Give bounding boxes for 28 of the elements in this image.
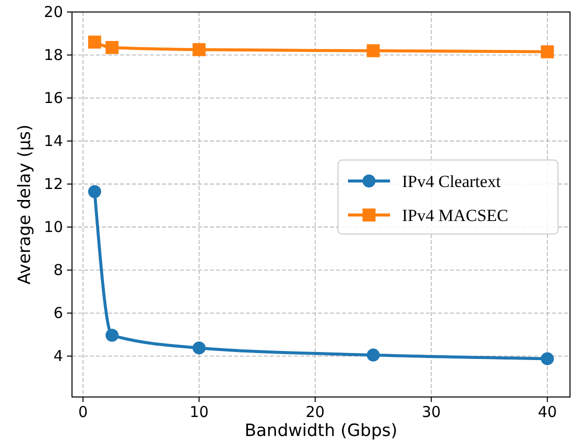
y-tick-label: 6 (53, 304, 63, 322)
y-tick-label: 18 (44, 46, 63, 64)
point (366, 44, 380, 58)
y-tick-label: 12 (44, 175, 63, 194)
point (106, 328, 119, 342)
y-tick-label: 8 (53, 261, 63, 280)
y-tick-label: 10 (44, 218, 63, 236)
x-tick-label: 10 (190, 403, 209, 421)
y-tick-label: 4 (53, 347, 63, 366)
point (192, 341, 206, 354)
y-tick-label: 16 (44, 89, 63, 108)
point (192, 43, 206, 56)
point (540, 352, 554, 366)
x-tick-label: 30 (422, 403, 441, 421)
x-tick-label: 0 (78, 403, 88, 421)
legend-label: IPv4 MACSEC (402, 206, 508, 225)
y-tick-label: 14 (44, 132, 63, 150)
y-tick-label: 20 (44, 3, 63, 21)
point (106, 40, 119, 54)
y-axis-title: Average delay (μs) (15, 124, 35, 285)
point (88, 36, 102, 49)
x-tick-label: 40 (538, 403, 557, 421)
x-tick-label: 20 (306, 403, 325, 421)
point (88, 185, 102, 198)
legend-label: IPv4 Cleartext (402, 172, 501, 191)
point (366, 348, 380, 362)
point (540, 45, 554, 58)
x-axis-title: Bandwidth (Gbps) (244, 421, 398, 440)
